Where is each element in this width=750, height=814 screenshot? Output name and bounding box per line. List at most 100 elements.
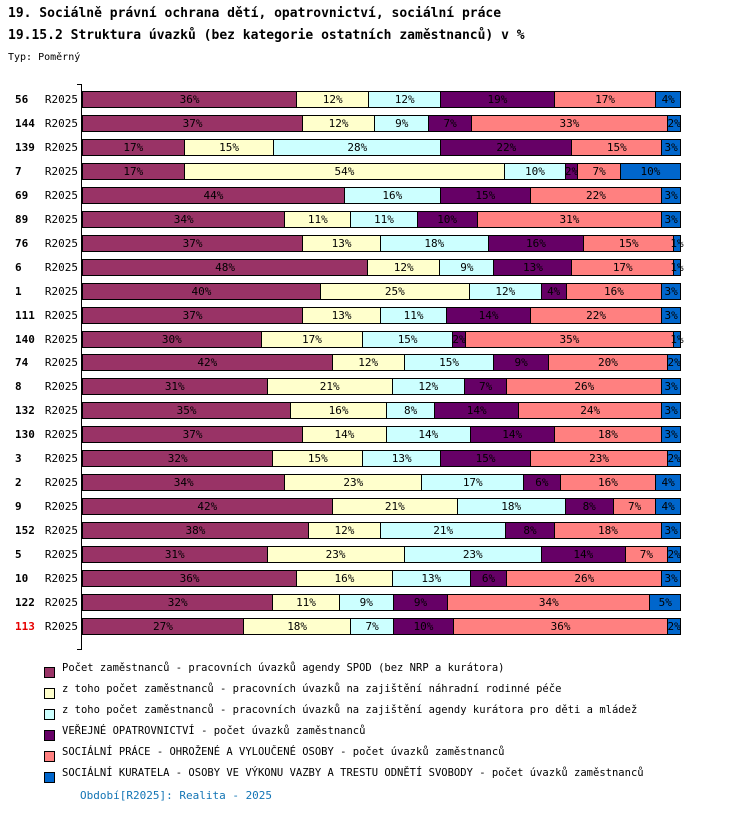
- row-period-label: R2025: [44, 309, 78, 322]
- chart-title-line1: 19. Sociálně právní ochrana dětí, opatro…: [8, 6, 502, 21]
- legend-swatch: [44, 730, 55, 741]
- bar-segment: 14%: [447, 308, 531, 323]
- bar-segment: 17%: [572, 260, 675, 275]
- segment-value-label: 37%: [182, 309, 203, 322]
- row-period-label: R2025: [44, 524, 78, 537]
- segment-value-label: 16%: [328, 404, 349, 417]
- legend-label: VEŘEJNÉ OPATROVNICTVÍ - počet úvazků zam…: [62, 725, 366, 737]
- legend-item: SOCIÁLNÍ KURATELA - OSOBY VE VÝKONU VAZB…: [44, 767, 644, 783]
- bar-segment: 33%: [471, 116, 669, 131]
- row-period-label: R2025: [44, 213, 78, 226]
- segment-value-label: 16%: [598, 476, 618, 489]
- segment-value-label: 14%: [502, 428, 523, 441]
- segment-value-label: 4%: [661, 93, 675, 106]
- row-id-label: 5: [15, 548, 22, 561]
- bar-segment: 15%: [273, 451, 364, 466]
- stacked-bar: 48% 12% 9% 13% 17% 1%: [82, 259, 684, 276]
- bar-segment: 16%: [488, 236, 585, 251]
- segment-value-label: 35%: [176, 404, 197, 417]
- segment-value-label: 36%: [179, 93, 200, 106]
- stacked-bar: 36% 12% 12% 19% 17% 4%: [82, 91, 681, 108]
- bar-segment: 2%: [667, 547, 681, 562]
- bar-segment: 36%: [454, 619, 669, 634]
- bar-segment: 23%: [530, 451, 669, 466]
- bar-row: 9 R2025 42% 21% 18% 8% 7% 4%: [0, 498, 750, 515]
- row-id-label: 7: [15, 165, 22, 178]
- bar-segment: 40%: [83, 284, 321, 299]
- segment-value-label: 17%: [123, 141, 144, 154]
- bar-row: 111 R2025 37% 13% 11% 14% 22% 3%: [0, 307, 750, 324]
- stacked-bar: 32% 11% 9% 9% 34% 5%: [82, 594, 681, 611]
- bar-segment: 24%: [519, 403, 663, 418]
- segment-value-label: 14%: [466, 404, 487, 417]
- bar-segment: 3%: [662, 212, 681, 227]
- segment-value-label: 3%: [664, 524, 678, 537]
- row-id-label: 122: [15, 596, 35, 609]
- bar-row: 2 R2025 34% 23% 17% 6% 16% 4%: [0, 474, 750, 491]
- bar-row: 6 R2025 48% 12% 9% 13% 17% 1%: [0, 259, 750, 276]
- bar-row: 113 R2025 27% 18% 7% 10% 36% 2%: [0, 618, 750, 635]
- segment-value-label: 54%: [334, 165, 355, 178]
- row-id-label: 130: [15, 428, 35, 441]
- bar-segment: 34%: [83, 475, 286, 490]
- axis-tick-top: [77, 84, 82, 85]
- bar-segment: 15%: [572, 140, 663, 155]
- bar-segment: 17%: [422, 475, 525, 490]
- row-period-label: R2025: [44, 117, 78, 130]
- segment-value-label: 34%: [173, 213, 194, 226]
- row-period-label: R2025: [44, 189, 78, 202]
- row-id-label: 140: [15, 333, 35, 346]
- bar-segment: 7%: [464, 379, 508, 394]
- segment-value-label: 44%: [203, 189, 224, 202]
- segment-value-label: 9%: [514, 356, 528, 369]
- segment-value-label: 31%: [164, 548, 185, 561]
- row-period-label: R2025: [44, 93, 78, 106]
- segment-value-label: 21%: [384, 500, 405, 513]
- axis-tick-bottom: [77, 649, 82, 650]
- bar-segment: 12%: [469, 284, 542, 299]
- bar-segment: 37%: [83, 116, 304, 131]
- segment-value-label: 32%: [167, 596, 188, 609]
- segment-value-label: 14%: [478, 309, 499, 322]
- segment-value-label: 27%: [152, 620, 173, 633]
- stacked-bar: 17% 54% 10% 2% 7% 10%: [82, 163, 681, 180]
- row-id-label: 8: [15, 380, 22, 393]
- bar-segment: 1%: [670, 332, 684, 347]
- chart-title-line2: 19.15.2 Struktura úvazků (bez kategorie …: [8, 28, 525, 43]
- bar-segment: 3%: [662, 523, 680, 538]
- segment-value-label: 23%: [589, 452, 609, 465]
- segment-value-label: 16%: [382, 189, 403, 202]
- bar-row: 1 R2025 40% 25% 12% 4% 16% 3%: [0, 283, 750, 300]
- bar-segment: 13%: [392, 571, 471, 586]
- legend-swatch: [44, 772, 55, 783]
- segment-value-label: 12%: [495, 285, 516, 298]
- bar-segment: 8%: [386, 403, 436, 418]
- bar-segment: 32%: [83, 451, 274, 466]
- bar-row: 7 R2025 17% 54% 10% 2% 7% 10%: [0, 163, 750, 180]
- bar-row: 152 R2025 38% 12% 21% 8% 18% 3%: [0, 522, 750, 539]
- row-period-label: R2025: [44, 620, 78, 633]
- bar-segment: 12%: [392, 379, 465, 394]
- bar-segment: 10%: [417, 212, 478, 227]
- segment-value-label: 37%: [182, 117, 203, 130]
- bar-segment: 30%: [83, 332, 262, 347]
- bar-segment: 17%: [83, 164, 185, 179]
- bar-segment: 3%: [662, 427, 680, 442]
- segment-value-label: 4%: [661, 476, 675, 489]
- footer-period-label: Období[R2025]: Realita - 2025: [80, 789, 273, 802]
- bar-segment: 4%: [656, 92, 681, 107]
- segment-value-label: 16%: [603, 285, 624, 298]
- segment-value-label: 11%: [403, 309, 424, 322]
- segment-value-label: 15%: [397, 333, 418, 346]
- segment-value-label: 3%: [664, 428, 678, 441]
- segment-value-label: 1%: [670, 333, 684, 346]
- segment-value-label: 32%: [167, 452, 188, 465]
- bar-segment: 15%: [363, 332, 454, 347]
- legend-label: z toho počet zaměstnanců - pracovních úv…: [62, 683, 562, 695]
- bar-segment: 21%: [332, 499, 458, 514]
- bar-row: 130 R2025 37% 14% 14% 14% 18% 3%: [0, 426, 750, 443]
- bar-segment: 35%: [465, 332, 675, 347]
- segment-value-label: 3%: [664, 285, 678, 298]
- bar-segment: 2%: [565, 164, 579, 179]
- bar-segment: 1%: [670, 236, 684, 251]
